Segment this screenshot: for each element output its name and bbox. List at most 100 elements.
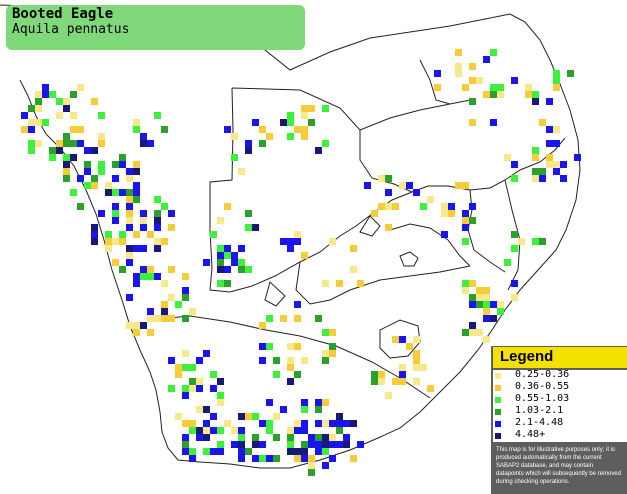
grid-cell: [322, 280, 329, 287]
grid-cell: [147, 273, 154, 280]
grid-cell: [238, 441, 245, 448]
legend-title: Legend: [500, 348, 554, 365]
grid-cell: [182, 294, 189, 301]
grid-cell: [329, 441, 336, 448]
grid-cell: [84, 182, 91, 189]
grid-cell: [161, 203, 168, 210]
grid-cell: [350, 455, 357, 462]
grid-cell: [35, 91, 42, 98]
grid-cell: [224, 252, 231, 259]
grid-cell: [147, 315, 154, 322]
grid-cell: [133, 196, 140, 203]
grid-cell: [189, 427, 196, 434]
legend-item: 2.1-4.48: [493, 417, 627, 430]
grid-cell: [546, 126, 553, 133]
grid-cell: [63, 161, 70, 168]
grid-cell: [119, 266, 126, 273]
grid-cell: [140, 133, 147, 140]
grid-cell: [308, 455, 315, 462]
grid-cell: [168, 266, 175, 273]
grid-cell: [497, 301, 504, 308]
grid-cell: [161, 301, 168, 308]
legend-label: 4.48+: [515, 429, 546, 440]
grid-cell: [91, 98, 98, 105]
grid-cell: [189, 448, 196, 455]
grid-cell: [434, 70, 441, 77]
grid-cell: [133, 168, 140, 175]
grid-cell: [189, 308, 196, 315]
grid-cell: [511, 231, 518, 238]
grid-cell: [21, 112, 28, 119]
grid-cell: [567, 70, 574, 77]
grid-cell: [469, 119, 476, 126]
grid-cell: [378, 371, 385, 378]
grid-cell: [98, 161, 105, 168]
grid-cell: [238, 427, 245, 434]
grid-cell: [273, 371, 280, 378]
grid-cell: [476, 329, 483, 336]
grid-cell: [133, 161, 140, 168]
grid-cell: [413, 336, 420, 343]
grid-cell: [511, 77, 518, 84]
grid-cell: [483, 287, 490, 294]
grid-cell: [70, 112, 77, 119]
grid-cell: [322, 350, 329, 357]
grid-cell: [546, 140, 553, 147]
grid-cell: [287, 427, 294, 434]
grid-cell: [322, 448, 329, 455]
grid-cell: [35, 119, 42, 126]
grid-cell: [70, 91, 77, 98]
grid-cell: [462, 287, 469, 294]
grid-cell: [518, 238, 525, 245]
legend-item: 0.25-0.36: [493, 369, 627, 382]
grid-cell: [28, 147, 35, 154]
grid-cell: [210, 413, 217, 420]
grid-cell: [455, 70, 462, 77]
grid-cell: [336, 441, 343, 448]
grid-cell: [168, 315, 175, 322]
grid-cell: [91, 231, 98, 238]
grid-cell: [469, 98, 476, 105]
grid-cell: [266, 343, 273, 350]
grid-cell: [70, 154, 77, 161]
grid-cell: [301, 357, 308, 364]
grid-cell: [441, 203, 448, 210]
grid-cell: [21, 126, 28, 133]
grid-cell: [280, 238, 287, 245]
grid-cell: [406, 343, 413, 350]
grid-cell: [301, 406, 308, 413]
grid-cell: [84, 161, 91, 168]
grid-cell: [70, 189, 77, 196]
grid-cell: [294, 420, 301, 427]
grid-cell: [28, 119, 35, 126]
grid-cell: [161, 238, 168, 245]
grid-cell: [217, 252, 224, 259]
grid-cell: [224, 420, 231, 427]
grid-cell: [525, 91, 532, 98]
grid-cell: [469, 63, 476, 70]
grid-cell: [483, 294, 490, 301]
grid-cell: [63, 140, 70, 147]
grid-cell: [252, 441, 259, 448]
grid-cell: [140, 210, 147, 217]
grid-cell: [70, 126, 77, 133]
grid-cell: [182, 273, 189, 280]
grid-cell: [490, 84, 497, 91]
grid-cell: [399, 336, 406, 343]
grid-cell: [448, 210, 455, 217]
grid-cell: [441, 210, 448, 217]
species-common-name: Booted Eagle: [12, 6, 114, 22]
grid-cell: [560, 161, 567, 168]
grid-cell: [455, 182, 462, 189]
grid-cell: [420, 203, 427, 210]
grid-cell: [511, 245, 518, 252]
grid-cell: [287, 434, 294, 441]
legend-swatch: [495, 397, 501, 403]
grid-cell: [469, 280, 476, 287]
grid-cell: [245, 413, 252, 420]
legend-item: 4.48+: [493, 429, 627, 442]
grid-cell: [126, 259, 133, 266]
grid-cell: [315, 448, 322, 455]
grid-cell: [133, 126, 140, 133]
grid-cell: [238, 448, 245, 455]
